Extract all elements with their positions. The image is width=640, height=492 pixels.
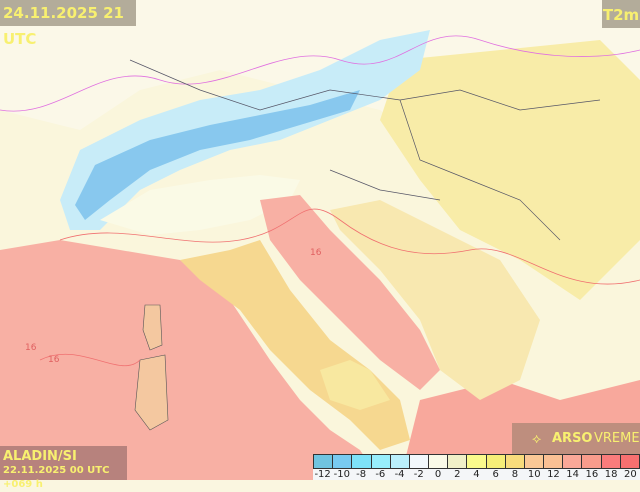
legend-label: 18: [604, 469, 618, 480]
balkans: [330, 200, 540, 400]
legend-labels: -12 -10 -8 -6 -4 -2 0 2 4 6 8 10 12 14 16 18 20: [313, 469, 640, 480]
legend-label: 12: [547, 469, 560, 480]
tyrrhenian-sea: [0, 240, 380, 480]
arso-brand: ⟡ ARSO VREME: [512, 423, 640, 455]
legend-label: 14: [566, 469, 580, 480]
model-run: 22.11.2025 00 UTC +069 h: [3, 465, 110, 490]
brand-part1: ARSO: [552, 431, 593, 446]
legend-swatch: [429, 455, 449, 468]
legend-label: -6: [375, 469, 386, 480]
legend-label: -10: [333, 469, 351, 480]
legend-swatch: [352, 455, 372, 468]
contour-line: [39, 353, 141, 367]
temperature-map[interactable]: 16 16 16: [0, 0, 640, 480]
corsica: [142, 304, 163, 351]
parameter-label: T2m: [602, 0, 640, 28]
legend-swatch: [505, 455, 525, 468]
legend-label: -2: [413, 469, 424, 480]
legend-swatch: [486, 455, 506, 468]
legend-swatch: [467, 455, 487, 468]
legend-label: 20: [624, 469, 637, 480]
legend-label: 0: [434, 469, 442, 480]
legend-swatch: [544, 455, 564, 468]
contour-label: 16: [48, 355, 60, 365]
color-legend: -12 -10 -8 -6 -4 -2 0 2 4 6 8 10 12 14 16 18 20: [313, 454, 640, 480]
contour-label: 16: [25, 343, 37, 353]
contour-label: 16: [310, 248, 322, 258]
legend-label: 2: [454, 469, 461, 480]
legend-label: -12: [314, 469, 331, 480]
legend-label: 10: [527, 469, 541, 480]
legend-label: -4: [394, 469, 405, 480]
valid-time-label: 24.11.2025 21 UTC: [0, 0, 136, 48]
model-name: ALADIN/SI: [3, 449, 77, 464]
alps-coldest-zone: [75, 90, 360, 220]
arso-logo-icon: ⟡: [532, 431, 542, 447]
legend-swatch: [563, 455, 583, 468]
legend-label: 6: [492, 469, 499, 480]
legend-swatch: [409, 455, 430, 468]
legend-swatch: [333, 455, 353, 468]
legend-swatches: [313, 454, 640, 469]
legend-swatch: [620, 455, 639, 468]
legend-swatch: [390, 455, 410, 468]
contour-line: [0, 35, 640, 112]
country-border: [129, 59, 601, 241]
pannonian-region: [380, 40, 640, 300]
legend-swatch: [582, 455, 602, 468]
model-info: ALADIN/SI 22.11.2025 00 UTC +069 h: [0, 446, 127, 490]
legend-swatch: [314, 455, 334, 468]
legend-label: 4: [473, 469, 480, 480]
legend-swatch: [371, 455, 391, 468]
legend-label: 8: [511, 469, 519, 480]
po-valley: [100, 175, 300, 235]
land-patch: [320, 360, 390, 410]
legend-label: -8: [356, 469, 367, 480]
sardinia: [134, 354, 169, 431]
adriatic-sea: [260, 195, 440, 390]
legend-label: 16: [585, 469, 599, 480]
brand-part2: VREME: [594, 431, 640, 446]
contour-line: [59, 208, 640, 285]
legend-swatch: [448, 455, 468, 468]
legend-swatch: [524, 455, 545, 468]
legend-swatch: [601, 455, 621, 468]
